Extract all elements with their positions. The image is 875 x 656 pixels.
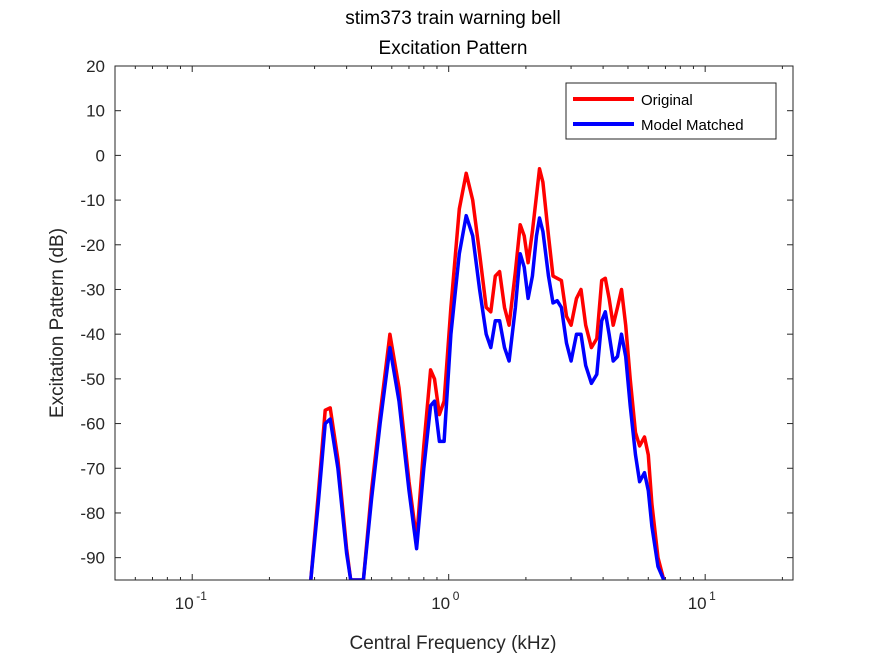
- chart-subtitle: Excitation Pattern: [379, 38, 528, 59]
- x-tick-label-exponent: 0: [453, 589, 460, 603]
- series-lines: [309, 167, 666, 580]
- y-axis-label: Excitation Pattern (dB): [47, 228, 68, 418]
- y-axis-ticks: 20 10 0 -10 -20 -30 -40 -50 -60 -70 -80 -90: [80, 57, 793, 568]
- chart-title: stim373 train warning bell: [345, 8, 560, 29]
- series-line-original: [309, 167, 666, 580]
- x-tick-label: 10: [175, 594, 194, 613]
- legend-box: [565, 82, 777, 140]
- y-tick-label: -80: [80, 504, 105, 523]
- y-tick-label: -90: [80, 549, 105, 568]
- x-axis-ticks: 10 -1 10 0 10 1: [114, 66, 783, 613]
- y-tick-label: -60: [80, 415, 105, 434]
- plot-lines-clip-group: [309, 167, 666, 580]
- plot-area-frame: [114, 65, 794, 581]
- y-tick-label: 20: [86, 57, 105, 76]
- legend-label-original: Original: [641, 92, 693, 109]
- y-tick-label: 10: [86, 102, 105, 121]
- y-tick-label: -30: [80, 280, 105, 299]
- y-tick-label: -40: [80, 325, 105, 344]
- series-line-model-matched: [309, 213, 666, 580]
- x-axis-label: Central Frequency (kHz): [350, 633, 557, 654]
- y-tick-label: -50: [80, 370, 105, 389]
- x-tick-label-exponent: -1: [196, 589, 207, 603]
- legend-label-model-matched: Model Matched: [641, 117, 744, 134]
- x-tick-label: 10: [431, 594, 450, 613]
- plot-area-background: [115, 66, 793, 580]
- x-tick-label-exponent: 1: [709, 589, 716, 603]
- y-tick-label: 0: [96, 146, 105, 165]
- x-tick-label: 10: [688, 594, 707, 613]
- y-tick-label: -20: [80, 236, 105, 255]
- y-tick-label: -70: [80, 459, 105, 478]
- legend: Original Model Matched: [565, 82, 777, 140]
- y-tick-label: -10: [80, 191, 105, 210]
